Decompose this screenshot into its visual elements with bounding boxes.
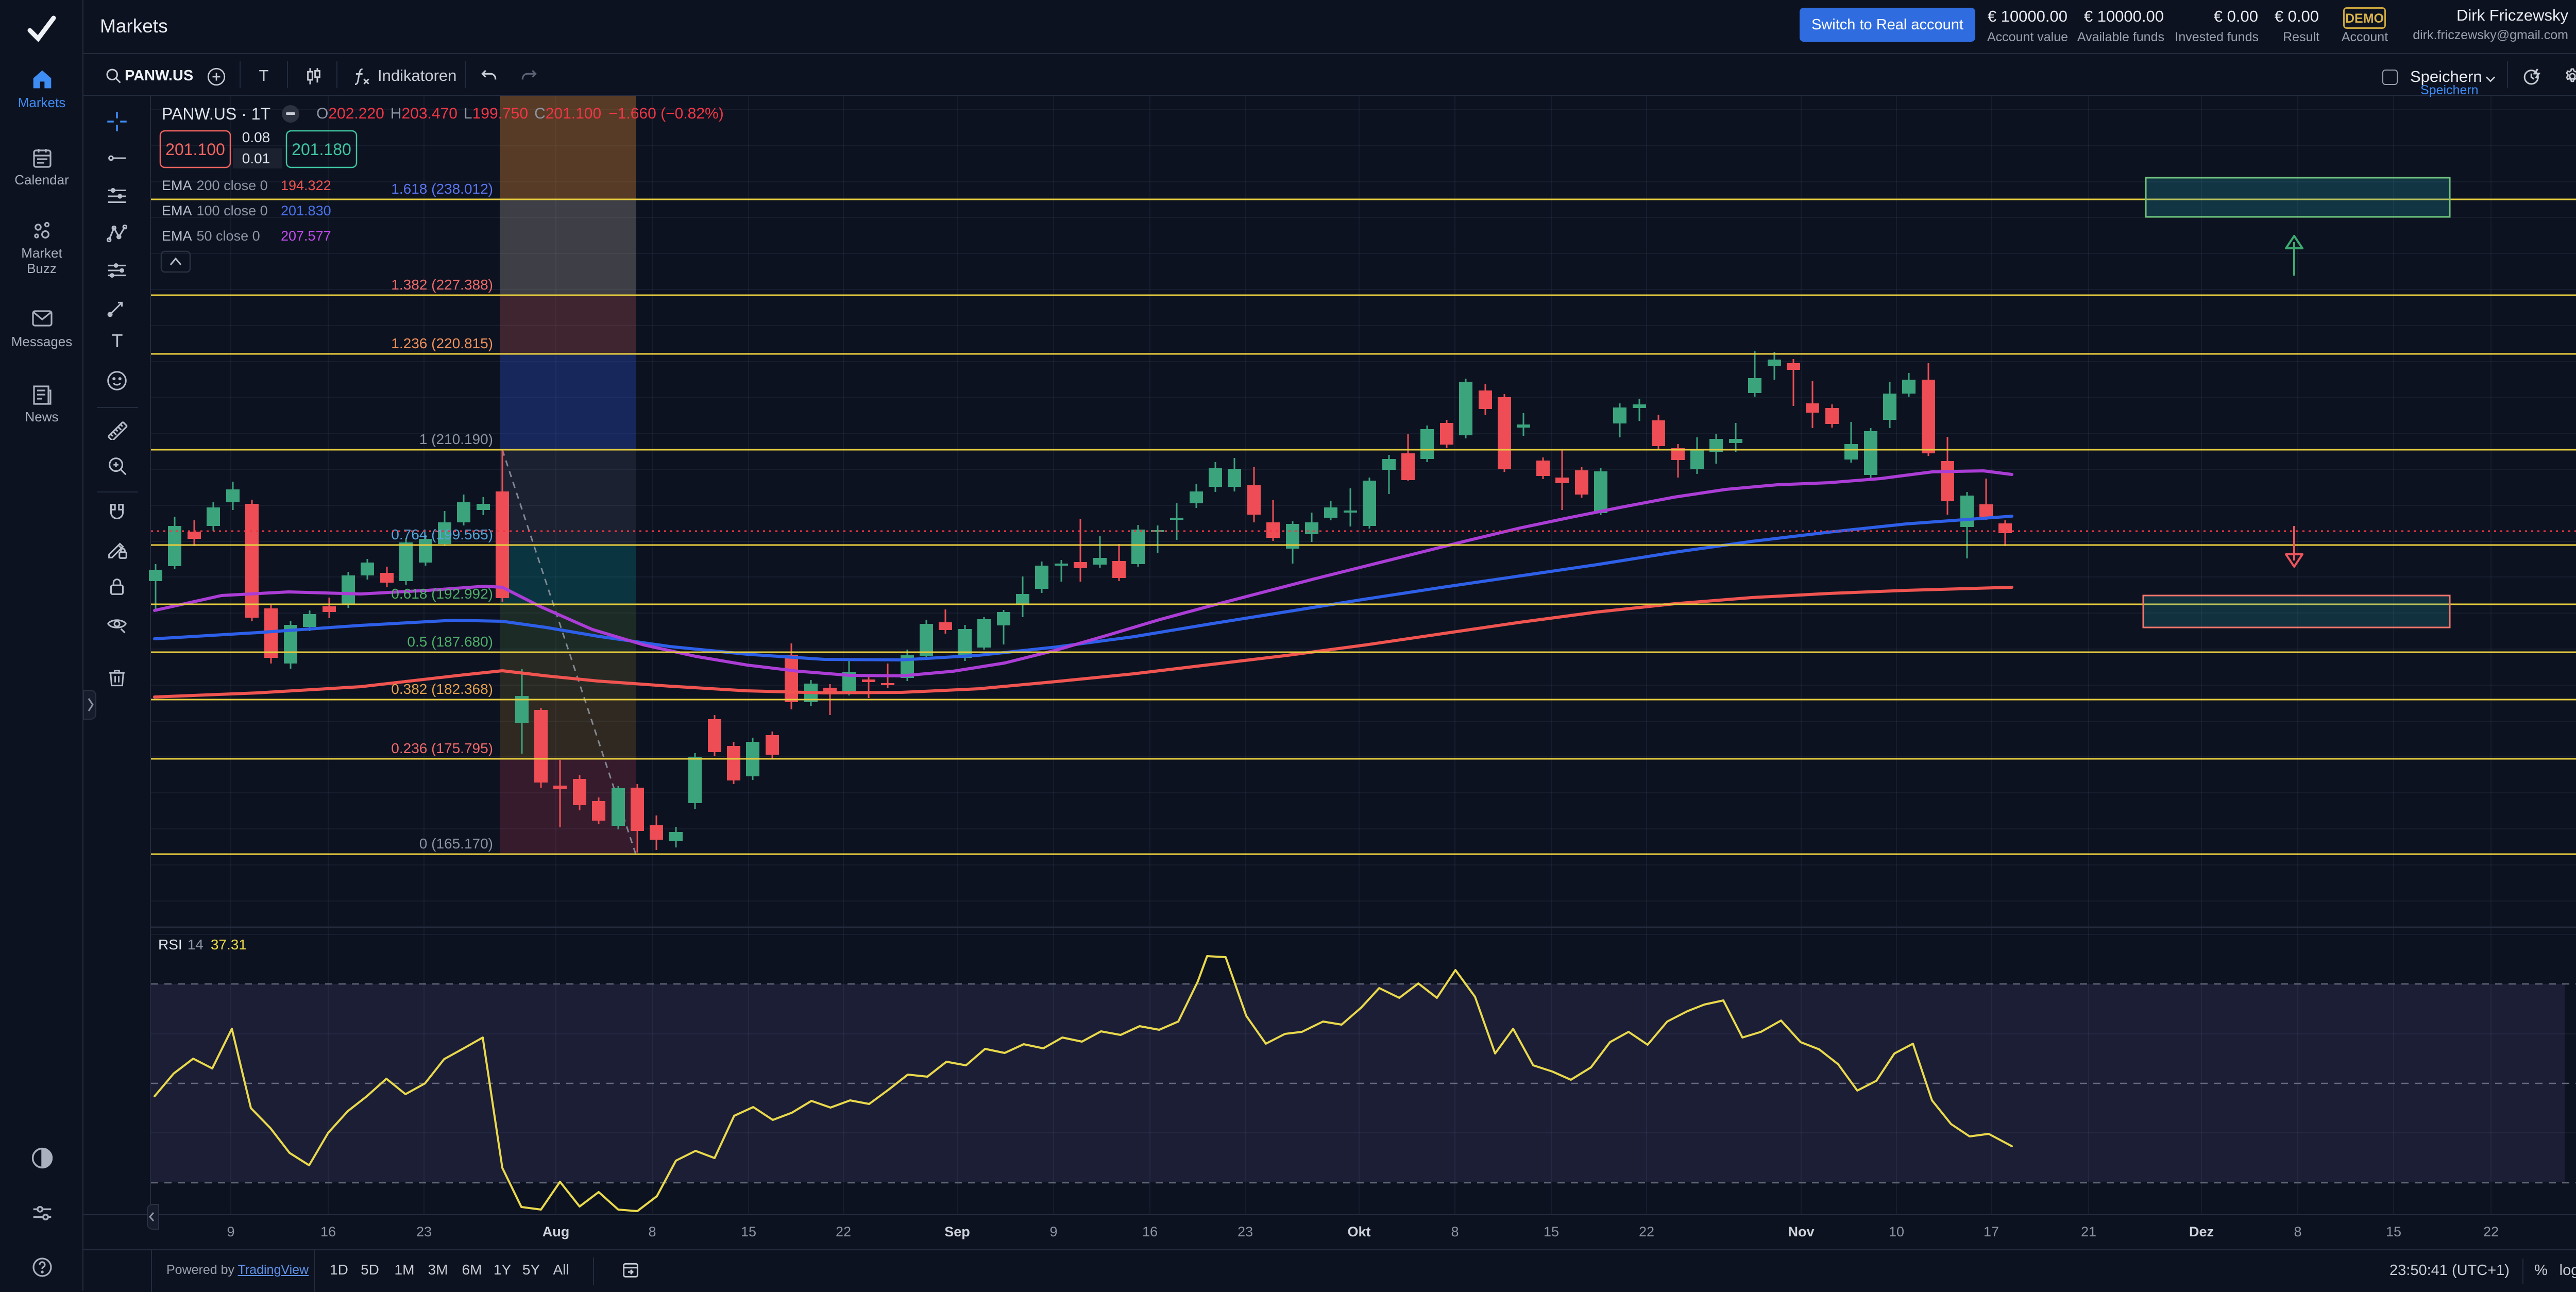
svg-text:207.577: 207.577	[281, 228, 331, 244]
svg-text:0.5 (187.680): 0.5 (187.680)	[407, 634, 493, 650]
svg-text:15: 15	[1544, 1224, 1559, 1239]
svg-text:1 (210.190): 1 (210.190)	[419, 431, 493, 447]
svg-text:201.100: 201.100	[165, 140, 225, 159]
svg-text:8: 8	[2294, 1224, 2301, 1239]
svg-text:10: 10	[1889, 1224, 1904, 1239]
svg-text:Sep: Sep	[944, 1224, 970, 1239]
svg-text:22: 22	[836, 1224, 851, 1239]
svg-text:1.618 (238.012): 1.618 (238.012)	[391, 181, 493, 197]
svg-text:9: 9	[227, 1224, 234, 1239]
svg-text:1.236 (220.815): 1.236 (220.815)	[391, 335, 493, 351]
svg-text:0.01: 0.01	[242, 150, 270, 166]
svg-text:0.236 (175.795): 0.236 (175.795)	[391, 740, 493, 756]
svg-text:0.08: 0.08	[242, 129, 270, 145]
svg-text:22: 22	[1639, 1224, 1654, 1239]
svg-text:Dez: Dez	[2189, 1224, 2214, 1239]
svg-text:17: 17	[1984, 1224, 1999, 1239]
svg-text:16: 16	[320, 1224, 336, 1239]
svg-text:PANW.US · 1T: PANW.US · 1T	[162, 105, 270, 123]
svg-text:21: 21	[2081, 1224, 2096, 1239]
svg-text:Nov: Nov	[1788, 1224, 1814, 1239]
svg-text:0 (165.170): 0 (165.170)	[419, 836, 493, 852]
svg-text:23: 23	[1238, 1224, 1253, 1239]
svg-text:1.382 (227.388): 1.382 (227.388)	[391, 277, 493, 293]
svg-text:16: 16	[1142, 1224, 1158, 1239]
svg-text:Aug: Aug	[543, 1224, 569, 1239]
svg-text:23: 23	[416, 1224, 432, 1239]
svg-text:9: 9	[1049, 1224, 1057, 1239]
svg-text:22: 22	[2483, 1224, 2499, 1239]
svg-text:15: 15	[2386, 1224, 2401, 1239]
svg-text:15: 15	[741, 1224, 756, 1239]
svg-text:0.618 (192.992): 0.618 (192.992)	[391, 586, 493, 602]
svg-text:8: 8	[1451, 1224, 1459, 1239]
svg-text:201.180: 201.180	[292, 140, 351, 159]
svg-text:Okt: Okt	[1347, 1224, 1370, 1239]
svg-text:8: 8	[648, 1224, 656, 1239]
svg-text:201.830: 201.830	[281, 203, 331, 218]
svg-text:194.322: 194.322	[281, 178, 331, 193]
svg-text:0.764 (199.565): 0.764 (199.565)	[391, 526, 493, 542]
svg-text:0.382 (182.368): 0.382 (182.368)	[391, 681, 493, 697]
